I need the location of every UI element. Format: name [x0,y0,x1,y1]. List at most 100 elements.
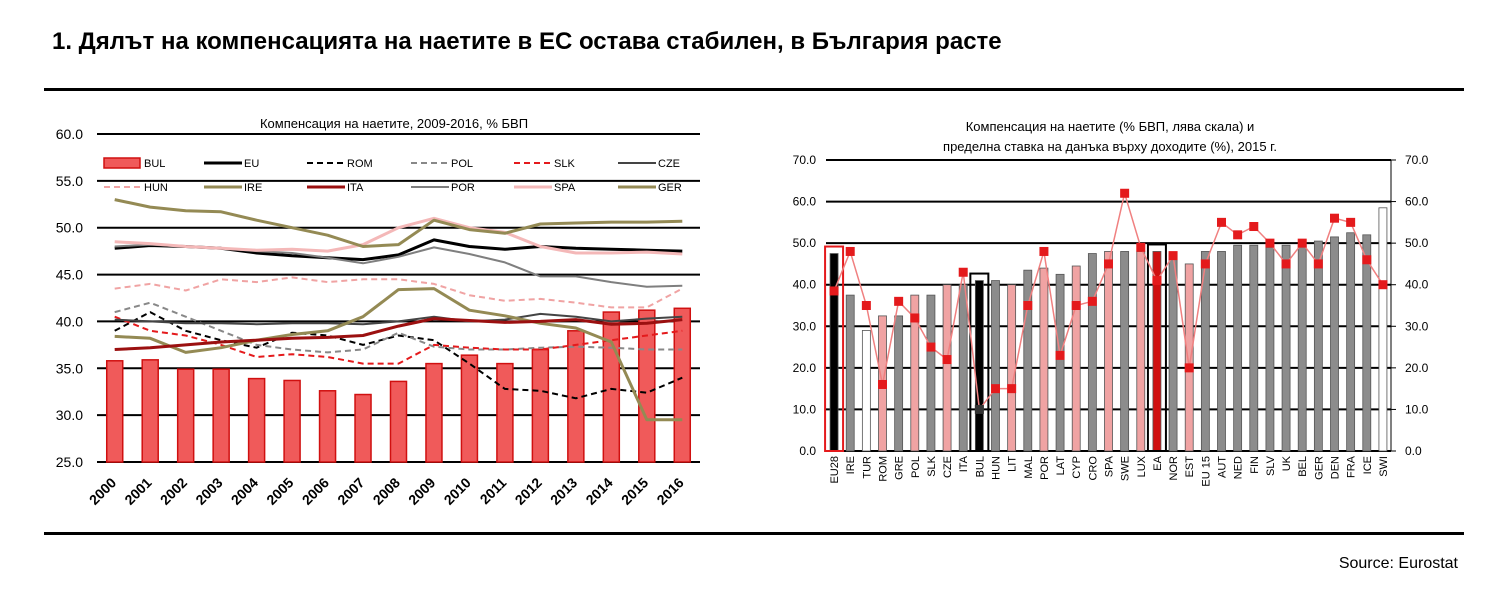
chart1-title: Компенсация на наетите, 2009-2016, % БВП [260,116,528,131]
chart2-tax-rate-marker [845,246,855,256]
chart2-x-tick: GER [1313,456,1325,480]
chart2-tax-rate-marker [1152,276,1162,286]
chart1-y-tick: 55.0 [56,173,83,189]
chart2-bar-nor [1168,253,1178,452]
chart2-bar-bel [1297,244,1307,452]
chart1-y-tick: 35.0 [56,360,83,376]
chart1-legend-label: CZE [658,158,680,170]
chart2-bar-eu15 [1200,251,1210,452]
chart2-tax-rate-marker [942,355,952,365]
chart2-title: Компенсация на наетите (% БВП, лява скал… [966,119,1255,134]
chart2-bar-lit [1007,284,1017,452]
chart2-tax-rate-marker [1313,259,1323,269]
chart1-bar-bul [673,307,692,463]
chart2-x-tick: AUT [1217,456,1229,478]
chart2-x-tick: POL [910,456,922,478]
chart2-x-tick: LIT [1007,456,1019,472]
chart2-y2-tick: 30.0 [1405,319,1429,333]
chart1-series-ita [114,317,683,351]
chart2-x-tick: FIN [1249,456,1261,474]
chart1-bar-bul [638,309,656,463]
chart1-bar-bul [141,359,159,463]
chart2-tax-rate-marker [1104,259,1113,269]
chart1-y-tick: 60.0 [56,126,83,142]
chart2-tax-rate-marker [1007,384,1017,394]
chart2-x-tick: EU 15 [1200,456,1212,487]
chart2-bar-lux [1136,251,1146,452]
chart2-bar-ned [1233,244,1243,452]
chart2-tax-rate-marker [878,379,887,389]
chart2-x-tick: FRA [1346,455,1358,478]
chart1-y-tick: 45.0 [56,267,83,283]
chart1-bar-bul [212,368,230,463]
chart2-y-tick: 70.0 [793,153,817,167]
chart1-series-spa [114,216,683,256]
chart2-tax-rate-marker [1120,188,1130,198]
chart2-bar-tur [861,330,871,452]
chart2-x-tick: BEL [1297,456,1309,477]
chart2-tax-rate-marker [1281,259,1291,269]
chart2-bar-cro [1087,253,1097,452]
chart1-bar-bul [283,379,301,463]
chart1-legend-label: SPA [554,182,576,194]
chart2-x-tick: CRO [1087,456,1099,481]
chart2-x-tick: EU28 [829,456,841,484]
chart2-bar-cze [942,284,952,452]
chart2-x-tick: EST [1184,456,1196,478]
chart1-series-ger [114,198,683,248]
chart2-tax-rate-marker [910,313,920,323]
chart2-bar-gre [894,315,904,452]
chart2-highlight-bul [969,272,990,452]
chart2-title-line2: пределна ставка на данъка върху доходите… [943,139,1277,154]
chart2-x-tick: SPA [1104,455,1116,477]
chart1-legend-label: SLK [554,158,575,170]
chart2-bar-swe [1120,251,1130,452]
chart2-bar-slk [926,294,936,452]
chart2-bar-hun [991,280,1000,452]
chart2-bar-ire [845,294,855,452]
top-rule [44,88,1464,91]
chart2-tax-rate-marker [1071,301,1081,310]
chart1-legend-label: IRE [244,182,262,194]
chart2-y-tick: 0.0 [799,444,816,458]
chart1-bar-bul [460,354,479,463]
chart2-y-tick: 40.0 [793,278,817,292]
chart1-legend-label: ROM [347,158,373,170]
chart2-y-tick: 30.0 [793,319,817,333]
chart2-bar-aut [1217,251,1226,452]
chart1-bar-bul [496,362,514,463]
chart2-bar-swi [1378,207,1388,452]
chart2-tax-rate-marker [1249,222,1259,232]
chart2-highlight-eu28 [824,245,845,452]
chart2-tax-rate-marker [1297,238,1307,248]
chart2-y-tick: 10.0 [793,402,817,416]
chart1-y-tick: 25.0 [56,454,83,470]
chart2-y2-tick: 0.0 [1405,444,1422,458]
chart1-y-tick: 50.0 [56,220,83,236]
chart2-tax-rate-marker [991,384,1000,394]
chart2-x-tick: CZE [942,456,954,478]
chart2-x-tick: UK [1281,455,1293,471]
chart2-bar-mal [1023,269,1033,452]
chart2-x-tick: LAT [1055,456,1067,476]
chart1-legend-swatch [103,157,141,169]
chart2-x-tick: ITA [958,455,970,472]
chart2-tax-rate-marker [829,286,839,296]
chart2-x-tick: SLK [926,455,938,476]
source-note: Source: Eurostat [1338,555,1458,572]
chart2-tax-rate-marker [1055,350,1065,360]
chart1-y-tick: 30.0 [56,407,83,423]
chart2-tax-rate-marker [1039,246,1049,256]
chart2-tax-rate-marker [861,301,871,310]
chart2-tax-rate-marker [1265,238,1275,248]
chart2-tax-rate-marker [1362,255,1372,265]
chart2-highlight-ea [1146,243,1167,452]
chart2-y-tick: 50.0 [793,236,817,250]
chart1-legend-label: POL [451,158,473,170]
chart2-tax-rate-marker [1200,259,1210,269]
chart2-x-tick: SWI [1378,456,1390,477]
chart1-series-pol [114,301,683,354]
chart2-tax-rate-marker [1233,230,1243,240]
